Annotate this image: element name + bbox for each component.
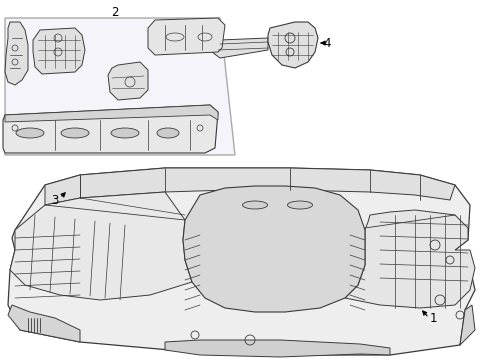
Polygon shape (5, 22, 28, 85)
Polygon shape (33, 28, 85, 74)
Text: 2: 2 (111, 5, 119, 18)
Polygon shape (210, 38, 268, 58)
Polygon shape (3, 105, 218, 153)
Polygon shape (8, 168, 475, 355)
Text: 1: 1 (430, 311, 438, 324)
Polygon shape (10, 192, 192, 300)
Polygon shape (5, 18, 235, 155)
Ellipse shape (288, 201, 313, 209)
Polygon shape (345, 210, 475, 308)
Polygon shape (460, 305, 475, 345)
Ellipse shape (16, 128, 44, 138)
Polygon shape (268, 22, 318, 68)
Ellipse shape (111, 128, 139, 138)
Polygon shape (45, 168, 455, 205)
Ellipse shape (61, 128, 89, 138)
Text: 4: 4 (323, 36, 330, 50)
Polygon shape (165, 340, 390, 357)
Polygon shape (5, 105, 218, 122)
Polygon shape (148, 18, 225, 55)
Text: 3: 3 (51, 194, 59, 207)
Polygon shape (8, 305, 80, 342)
Ellipse shape (243, 201, 268, 209)
Ellipse shape (157, 128, 179, 138)
Polygon shape (183, 186, 365, 312)
Polygon shape (108, 62, 148, 100)
